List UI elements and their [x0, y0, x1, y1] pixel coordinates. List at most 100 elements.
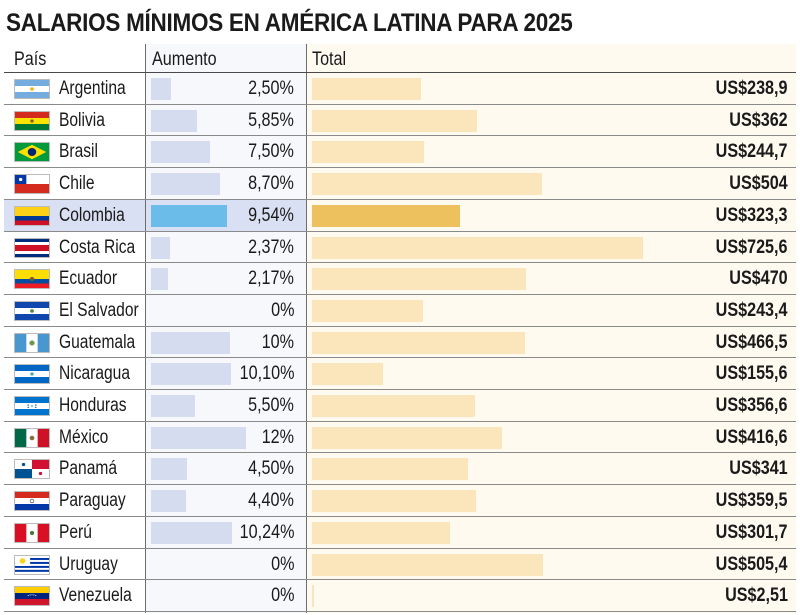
- table-row-el-salvador: El Salvador 0% US$243,4: [4, 295, 796, 327]
- total-bar: [312, 395, 475, 417]
- increase-label: 10,24%: [239, 521, 294, 543]
- table-row-bolivia: Bolivia 5,85% US$362: [4, 105, 796, 137]
- total-bar: [312, 331, 525, 354]
- total-label: US$155,6: [716, 363, 788, 385]
- ecuador-flag-icon: [14, 269, 50, 290]
- country-name: Nicaragua: [59, 363, 131, 385]
- costa-rica-flag-icon: [14, 237, 50, 258]
- increase-bar: [151, 331, 231, 354]
- total-label: US$466,5: [716, 331, 788, 353]
- increase-bar: [151, 236, 170, 259]
- increase-bar: [151, 395, 195, 417]
- total-bar: [312, 585, 314, 608]
- increase-label: 0%: [270, 299, 294, 321]
- country-name: Paraguay: [59, 490, 126, 512]
- increase-label: 2,50%: [248, 78, 294, 99]
- table-row-nicaragua: Nicaragua 10,10% US$155,6: [4, 358, 796, 390]
- el-salvador-flag-icon: [14, 300, 50, 321]
- increase-label: 12%: [261, 426, 294, 448]
- total-bar: [312, 490, 476, 513]
- country-name: Bolivia: [59, 109, 105, 131]
- country-name: Colombia: [59, 204, 125, 226]
- venezuela-flag-icon: [14, 586, 50, 607]
- total-column-background: [307, 44, 796, 613]
- increase-bar: [151, 109, 198, 132]
- chile-flag-icon: [14, 174, 50, 195]
- honduras-flag-icon: [14, 396, 50, 416]
- increase-label: 8,70%: [248, 173, 294, 195]
- country-name: Panamá: [59, 458, 118, 480]
- total-bar: [312, 426, 502, 449]
- increase-bar: [151, 490, 186, 513]
- total-label: US$243,4: [716, 299, 788, 321]
- total-bar: [312, 363, 383, 386]
- increase-label: 0%: [270, 553, 294, 575]
- table-row-guatemala: Guatemala 10% US$466,5: [4, 327, 796, 359]
- uruguay-flag-icon: [14, 554, 50, 575]
- table-row-panama: Panamá 4,50% US$341: [4, 453, 796, 485]
- table-row-uruguay: Uruguay 0% US$505,4: [4, 549, 796, 581]
- total-label: US$356,6: [716, 395, 788, 416]
- increase-label: 7,50%: [248, 141, 294, 163]
- increase-label: 0%: [270, 585, 294, 607]
- country-name: Costa Rica: [59, 236, 136, 258]
- increase-label: 5,50%: [248, 395, 294, 416]
- panama-flag-icon: [14, 459, 50, 480]
- country-name: Brasil: [59, 141, 98, 163]
- total-bar: [312, 204, 460, 227]
- brazil-flag-icon: [14, 142, 50, 163]
- country-name: Chile: [59, 173, 95, 195]
- increase-bar: [151, 268, 169, 291]
- table-row-paraguay: Paraguay 4,40% US$359,5: [4, 485, 796, 517]
- country-name: Argentina: [59, 78, 126, 99]
- colombia-flag-icon: [14, 205, 50, 226]
- total-label: US$301,7: [716, 521, 788, 543]
- increase-bar: [151, 141, 211, 164]
- table-row-honduras: Honduras 5,50% US$356,6: [4, 390, 796, 422]
- total-bar: [312, 173, 542, 196]
- increase-bar: [151, 78, 171, 100]
- table-row-colombia: Colombia 9,54% US$323,3: [4, 199, 796, 232]
- increase-label: 4,50%: [248, 458, 294, 480]
- increase-label: 10%: [261, 331, 294, 353]
- total-label: US$341: [729, 458, 788, 480]
- header-total: Total: [312, 49, 347, 70]
- mexico-flag-icon: [14, 427, 50, 448]
- total-bar: [312, 141, 424, 164]
- total-bar: [312, 78, 421, 100]
- total-label: US$238,9: [716, 78, 788, 99]
- total-label: US$725,6: [716, 236, 788, 258]
- total-bar: [312, 299, 423, 322]
- nicaragua-flag-icon: [14, 364, 50, 385]
- total-bar: [312, 268, 527, 291]
- table-row-argentina: Argentina 2,50% US$238,9: [4, 73, 796, 105]
- total-label: US$362: [729, 109, 788, 131]
- increase-label: 2,37%: [248, 236, 294, 258]
- table-row-venezuela: Venezuela 0% US$2,51: [4, 580, 796, 612]
- increase-bar: [151, 521, 233, 544]
- country-name: El Salvador: [59, 299, 139, 321]
- paraguay-flag-icon: [14, 491, 50, 512]
- total-label: US$416,6: [716, 426, 788, 448]
- total-label: US$2,51: [725, 585, 788, 607]
- bolivia-flag-icon: [14, 110, 50, 131]
- salary-table: País Aumento Total Argentina 2,50% US$238,…: [4, 44, 796, 613]
- total-label: US$505,4: [716, 553, 788, 575]
- country-name: Perú: [59, 521, 92, 543]
- argentina-flag-icon: [14, 79, 50, 99]
- header-country: País: [14, 49, 47, 70]
- table-row-peru: Perú 10,24% US$301,7: [4, 517, 796, 549]
- increase-label: 5,85%: [248, 109, 294, 131]
- increase-bar: [151, 426, 246, 449]
- total-bar: [312, 521, 450, 544]
- increase-bar: [151, 363, 231, 386]
- peru-flag-icon: [14, 522, 50, 543]
- total-bar: [312, 109, 478, 132]
- guatemala-flag-icon: [14, 332, 50, 353]
- increase-label: 10,10%: [239, 363, 294, 385]
- country-name: México: [59, 426, 109, 448]
- chart-title: SALARIOS MÍNIMOS EN AMÉRICA LATINA PARA …: [6, 9, 573, 37]
- table-row-brasil: Brasil 7,50% US$244,7: [4, 136, 796, 168]
- increase-bar: [151, 458, 187, 481]
- total-label: US$504: [729, 173, 788, 195]
